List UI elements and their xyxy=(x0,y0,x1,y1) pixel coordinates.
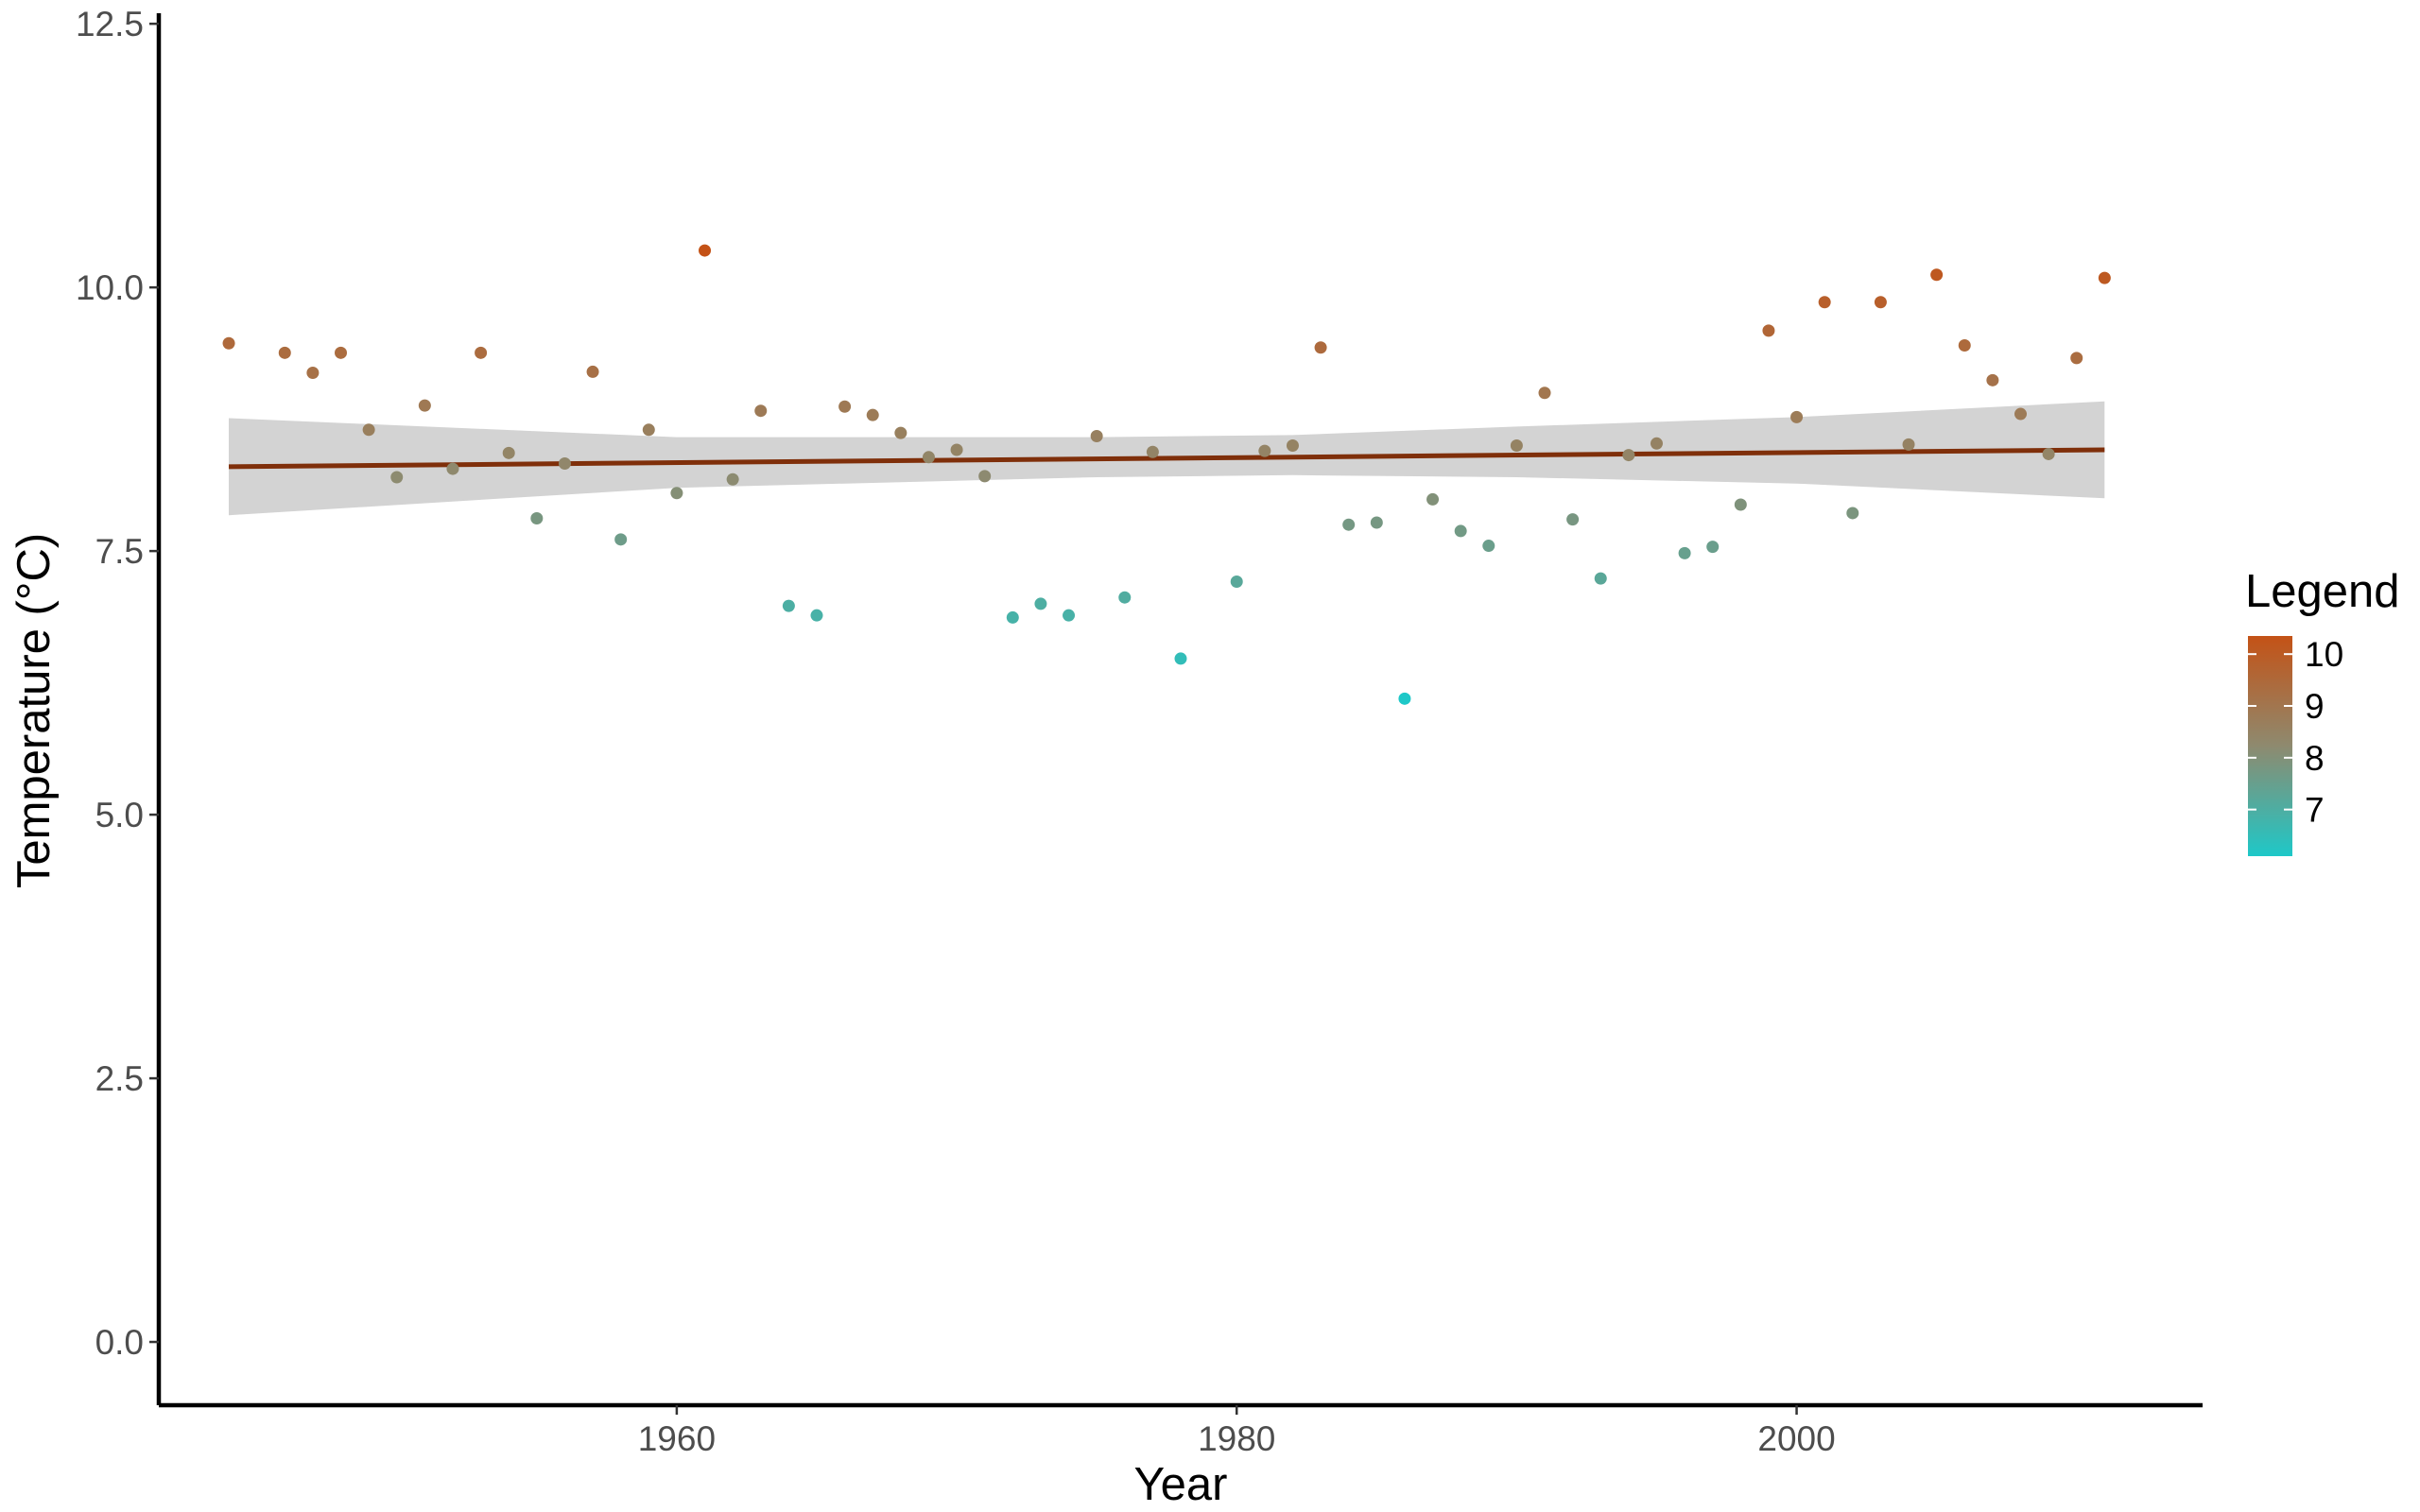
data-point xyxy=(1958,339,1971,352)
data-point xyxy=(838,400,852,413)
data-point xyxy=(754,404,768,418)
legend-ticks: 10 9 8 7 xyxy=(2248,635,2343,830)
data-point xyxy=(1874,296,1887,309)
y-tick-label: 0.0 xyxy=(95,1323,144,1362)
legend-color-bar xyxy=(2248,636,2292,856)
data-point xyxy=(699,244,712,257)
data-point xyxy=(1510,439,1523,453)
data-point xyxy=(1902,438,1915,451)
data-point xyxy=(866,408,879,421)
data-point xyxy=(1286,439,1299,453)
data-point xyxy=(1622,449,1635,462)
data-point xyxy=(978,470,992,483)
data-point xyxy=(362,423,375,437)
legend-label: 10 xyxy=(2305,635,2343,674)
data-point xyxy=(1034,597,1047,610)
data-point xyxy=(1258,444,1271,457)
data-point xyxy=(1678,546,1691,559)
legend-label: 7 xyxy=(2305,791,2325,830)
data-point xyxy=(222,336,235,350)
data-point xyxy=(782,599,795,612)
data-point xyxy=(1818,296,1831,309)
y-axis-title: Temperature (°C) xyxy=(9,533,60,888)
data-point xyxy=(1342,518,1356,531)
data-point xyxy=(1398,692,1411,705)
y-tick-label: 10.0 xyxy=(76,268,144,307)
legend-label: 9 xyxy=(2305,687,2325,726)
data-point xyxy=(1790,410,1804,423)
data-point xyxy=(670,487,683,500)
data-point xyxy=(390,471,404,484)
data-point xyxy=(446,462,459,475)
legend: Legend 10 9 8 7 xyxy=(2245,566,2400,856)
y-tick-label: 12.5 xyxy=(76,5,144,43)
data-point xyxy=(1930,268,1944,282)
data-point xyxy=(530,512,544,525)
data-point xyxy=(418,399,431,412)
legend-label: 8 xyxy=(2305,739,2325,778)
data-point xyxy=(1454,524,1467,538)
data-point xyxy=(278,346,291,359)
data-point xyxy=(335,346,348,359)
data-point xyxy=(1650,437,1663,450)
data-point xyxy=(1314,341,1327,354)
data-point xyxy=(2098,271,2111,284)
data-point xyxy=(1146,445,1159,458)
data-point xyxy=(2070,352,2083,365)
data-point xyxy=(2014,407,2027,421)
data-point xyxy=(1538,387,1551,400)
data-point xyxy=(1370,516,1383,529)
data-point xyxy=(586,365,599,378)
data-point xyxy=(1006,610,1019,624)
data-point xyxy=(810,609,823,622)
data-point xyxy=(950,443,963,456)
y-tick-label: 7.5 xyxy=(95,532,144,571)
data-point xyxy=(1174,652,1187,665)
data-point xyxy=(1482,540,1495,553)
data-point xyxy=(558,456,571,470)
data-point xyxy=(1063,609,1076,622)
data-point xyxy=(1118,591,1132,604)
data-point xyxy=(894,426,908,439)
data-point xyxy=(1706,541,1720,554)
data-point xyxy=(1734,498,1747,511)
x-tick-label: 1960 xyxy=(638,1419,716,1458)
data-point xyxy=(1090,429,1103,442)
axes xyxy=(156,13,2203,1408)
trend-line xyxy=(229,447,2105,470)
y-tick-label: 5.0 xyxy=(95,796,144,834)
data-point xyxy=(642,423,655,437)
data-point xyxy=(1426,492,1440,506)
data-point xyxy=(922,451,935,464)
data-point xyxy=(306,367,320,380)
data-point xyxy=(1230,575,1243,588)
data-point xyxy=(614,533,628,546)
data-point xyxy=(502,446,515,459)
data-point xyxy=(726,472,739,486)
data-point xyxy=(2042,447,2055,460)
data-point xyxy=(1566,513,1580,526)
legend-title: Legend xyxy=(2245,566,2400,617)
y-tick-label: 2.5 xyxy=(95,1059,144,1098)
data-point xyxy=(475,346,488,359)
data-point xyxy=(1986,373,1999,387)
data-point xyxy=(1846,507,1859,520)
plot-area xyxy=(222,244,2111,705)
x-tick-label: 2000 xyxy=(1757,1419,1835,1458)
data-point xyxy=(1762,324,1775,337)
ticks: 0.0 2.5 5.0 7.5 10.0 12.5 1960 1980 2000 xyxy=(76,5,1836,1458)
x-axis-title: Year xyxy=(1133,1459,1227,1510)
x-tick-label: 1980 xyxy=(1198,1419,1275,1458)
data-point xyxy=(1594,572,1607,585)
